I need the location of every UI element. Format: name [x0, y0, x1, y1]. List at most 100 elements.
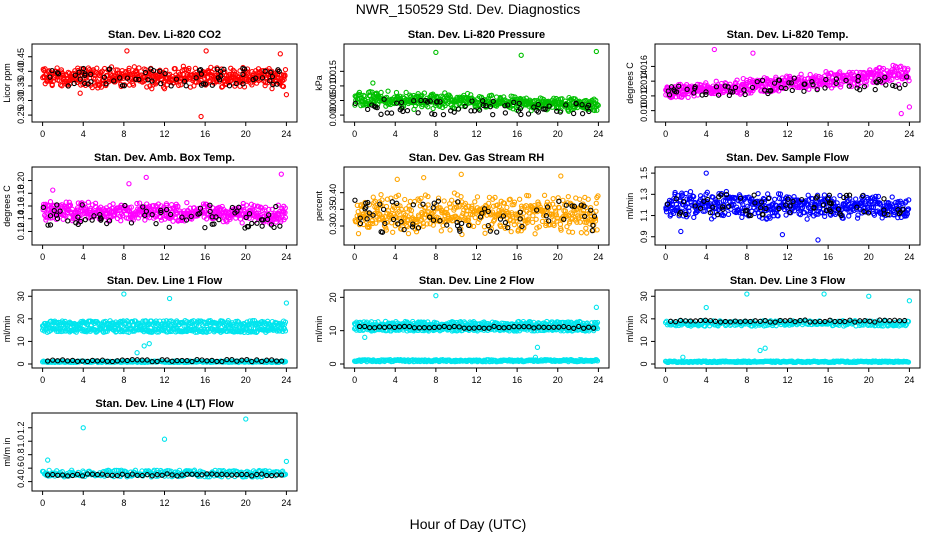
- x-tick-label: 16: [200, 252, 210, 262]
- highlight-point: [253, 75, 259, 81]
- x-tick-label: 8: [121, 129, 126, 139]
- highlight-point: [411, 98, 417, 104]
- highlight-point: [814, 86, 820, 93]
- highlight-point: [241, 66, 248, 72]
- highlight-point: [801, 88, 807, 94]
- highlight-point: [881, 196, 887, 202]
- data-point: [280, 83, 287, 90]
- figure-title: NWR_150529 Std. Dev. Diagnostics: [355, 1, 581, 17]
- data-point: [906, 78, 912, 84]
- data-point: [685, 94, 691, 100]
- data-point: [533, 216, 539, 222]
- highlight-point: [173, 76, 180, 82]
- data-point: [772, 196, 778, 202]
- highlight-point: [468, 108, 474, 114]
- data-point: [200, 201, 207, 207]
- highlight-point: [427, 98, 433, 104]
- highlight-point: [789, 87, 795, 94]
- highlight-point: [153, 220, 159, 227]
- highlight-point: [65, 83, 71, 89]
- data-point: [804, 216, 810, 222]
- x-tick-label: 20: [241, 129, 251, 139]
- highlight-point: [202, 224, 208, 231]
- highlight-point: [904, 74, 910, 80]
- highlight-point: [791, 75, 797, 81]
- highlight-point: [665, 88, 671, 94]
- data-point: [175, 203, 181, 209]
- highlight-point: [476, 107, 483, 113]
- highlight-point: [148, 66, 154, 72]
- chart-panel-5: Stan. Dev. Gas Stream RHpercent0.300.350…: [314, 152, 610, 262]
- y-tick-label: 10: [16, 336, 26, 346]
- highlight-point: [181, 78, 188, 84]
- data-point: [890, 62, 896, 69]
- data-point: [59, 83, 65, 89]
- x-tick-label: 16: [200, 129, 210, 139]
- data-point: [722, 80, 728, 86]
- highlight-point: [217, 68, 224, 75]
- x-tick-label: 4: [393, 375, 398, 385]
- data-point: [687, 189, 694, 195]
- data-point: [846, 213, 852, 219]
- outlier-point: [203, 48, 209, 54]
- x-tick-label: 4: [393, 252, 398, 262]
- highlight-point: [193, 75, 199, 81]
- highlight-point: [691, 90, 697, 96]
- y-tick-label: 0.40: [328, 184, 338, 202]
- highlight-point: [742, 91, 748, 98]
- highlight-point: [873, 79, 879, 85]
- data-point: [393, 89, 400, 96]
- highlight-point: [434, 98, 440, 105]
- data-point: [838, 81, 844, 87]
- data-point: [594, 107, 600, 113]
- highlight-point: [776, 77, 783, 83]
- highlight-point: [394, 100, 400, 106]
- highlight-point: [437, 99, 443, 105]
- data-point: [821, 192, 828, 198]
- data-point: [47, 199, 54, 205]
- x-tick-label: 0: [352, 375, 357, 385]
- highlight-point: [715, 92, 722, 98]
- data-point: [356, 89, 363, 96]
- data-point: [385, 88, 391, 94]
- y-axis-label: degrees C: [625, 62, 635, 104]
- data-point: [501, 94, 507, 100]
- highlight-point: [771, 80, 778, 86]
- x-tick-label: 0: [663, 252, 668, 262]
- data-point: [734, 77, 740, 83]
- highlight-point: [515, 108, 522, 114]
- highlight-point: [490, 98, 496, 104]
- panel-title: Stan. Dev. Li-820 CO2: [108, 29, 221, 41]
- y-axis-label: Licor ppm: [2, 63, 12, 103]
- data-point: [837, 84, 844, 90]
- highlight-point: [276, 68, 282, 75]
- highlight-point: [240, 71, 246, 78]
- y-axis-label: percent: [314, 190, 324, 221]
- y-tick-label: 1.5: [639, 167, 649, 180]
- data-point: [186, 65, 192, 72]
- highlight-point: [71, 80, 77, 87]
- data-point: [474, 194, 481, 200]
- highlight-point: [451, 109, 457, 115]
- y-axis-label: ml/min: [625, 193, 635, 220]
- chart-panel-6: Stan. Dev. Sample Flowml/min0.91.11.31.5…: [625, 152, 921, 262]
- x-tick-label: 12: [782, 252, 792, 262]
- highlight-point: [846, 83, 852, 89]
- data-point: [378, 191, 384, 198]
- y-tick-label: 0.014: [639, 70, 649, 93]
- highlight-point: [676, 83, 682, 89]
- data-point: [232, 83, 238, 89]
- outlier-point: [558, 173, 564, 179]
- data-point: [85, 199, 92, 205]
- x-tick-label: 0: [40, 252, 45, 262]
- highlight-point: [872, 86, 878, 93]
- highlight-point: [861, 83, 868, 90]
- highlight-point: [166, 224, 172, 230]
- highlight-point: [378, 111, 384, 117]
- x-tick-label: 24: [904, 129, 914, 139]
- highlight-point: [534, 107, 540, 114]
- data-point: [370, 194, 376, 200]
- data-point: [172, 65, 178, 72]
- x-tick-label: 4: [81, 375, 86, 385]
